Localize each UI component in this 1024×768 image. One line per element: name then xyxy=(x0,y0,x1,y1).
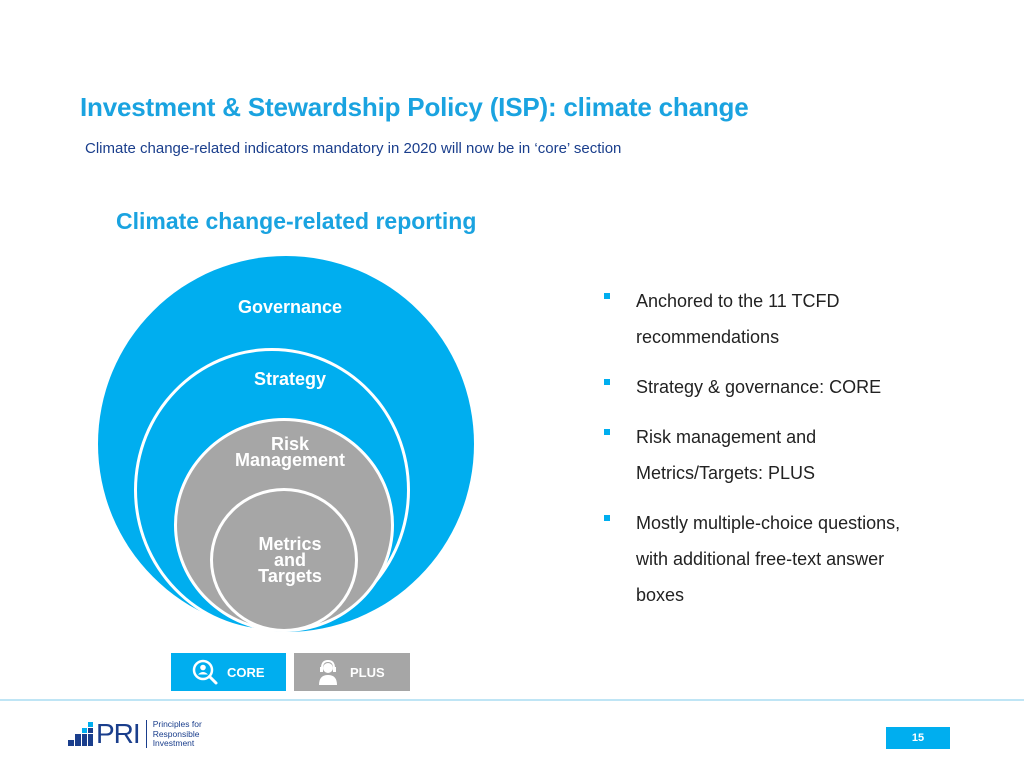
square-bullet-icon xyxy=(604,429,610,435)
bullet-item: Mostly multiple-choice questions, with a… xyxy=(602,505,962,613)
slide-title: Investment & Stewardship Policy (ISP): c… xyxy=(80,92,749,122)
strategy-label: Strategy xyxy=(253,369,327,389)
square-bullet-icon xyxy=(604,379,610,385)
governance-label: Governance xyxy=(237,297,343,317)
bullet-text: Risk management and Metrics/Targets: PLU… xyxy=(636,427,817,483)
square-bullet-icon xyxy=(604,515,610,521)
metrics-targets-circle xyxy=(210,488,358,632)
pri-logo-bars-icon xyxy=(68,722,93,747)
bullet-text: Strategy & governance: CORE xyxy=(636,377,882,397)
bullet-item: Anchored to the 11 TCFD recommendations xyxy=(602,283,962,355)
bullet-item: Strategy & governance: CORE xyxy=(602,369,962,405)
section-heading: Climate change-related reporting xyxy=(116,208,477,234)
pri-logo-tagline: Principles for Responsible Investment xyxy=(152,719,202,748)
plus-legend-badge: PLUS xyxy=(294,653,410,691)
plus-legend-label: PLUS xyxy=(350,664,385,680)
magnifier-person-icon xyxy=(192,659,218,685)
bullet-item: Risk management and Metrics/Targets: PLU… xyxy=(602,419,962,491)
person-headset-icon xyxy=(319,659,337,685)
metrics-targets-label: Metrics and Targets xyxy=(258,534,322,586)
slide-subtitle: Climate change-related indicators mandat… xyxy=(85,140,622,157)
bullet-text: Mostly multiple-choice questions, with a… xyxy=(636,513,901,605)
logo-separator xyxy=(145,720,147,749)
core-legend-badge: CORE xyxy=(171,653,286,691)
footer-divider xyxy=(0,699,1024,701)
page-number: 15 xyxy=(886,727,950,749)
core-legend-label: CORE xyxy=(227,664,265,680)
bullet-text: Anchored to the 11 TCFD recommendations xyxy=(636,291,840,347)
pri-logo-text: PRI xyxy=(96,718,141,750)
square-bullet-icon xyxy=(604,293,610,299)
risk-management-label: Risk Management xyxy=(234,434,346,470)
pri-logo: PRI Principles for Responsible Investmen… xyxy=(68,718,202,750)
bullet-list: Anchored to the 11 TCFD recommendations … xyxy=(602,283,962,627)
